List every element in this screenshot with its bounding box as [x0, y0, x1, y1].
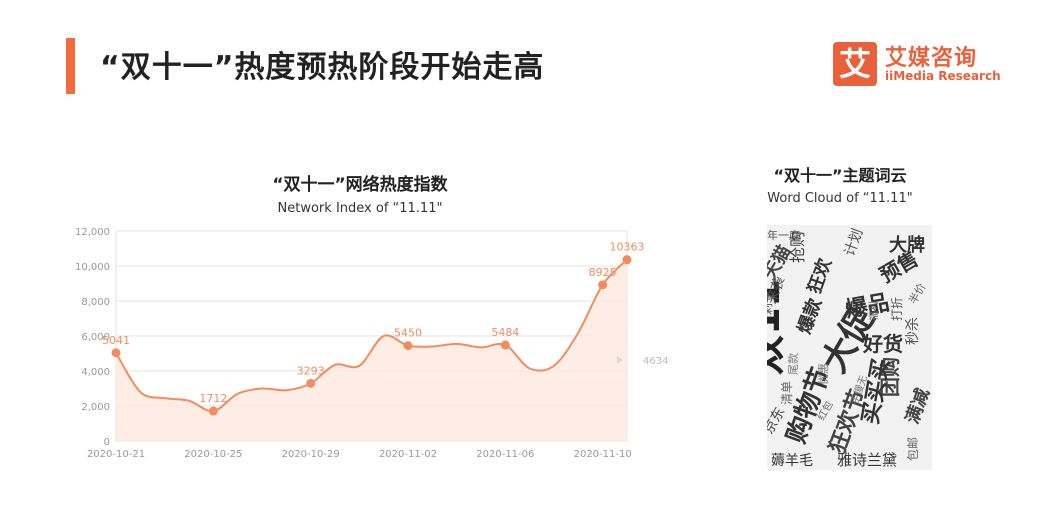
data-point: [306, 378, 316, 388]
network-index-chart: “双十一”网络热度指数 Network Index of “11.11" 0 2,…: [60, 160, 680, 470]
data-label: 1712: [199, 392, 227, 405]
word-cloud-word: 爆款: [793, 294, 826, 336]
x-tick-label: 2020-10-29: [282, 449, 340, 460]
data-point: [111, 348, 121, 358]
word-cloud-word: 福利: [867, 301, 880, 321]
logo-name-cn: 艾媒咨询: [885, 46, 978, 71]
word-cloud-word: 打折: [889, 297, 904, 321]
x-tick-label: 2020-11-02: [379, 449, 437, 460]
x-tick-label: 2020-10-25: [184, 449, 242, 460]
word-cloud-title: “双十一”主题词云: [773, 166, 907, 185]
word-cloud-subtitle: Word Cloud of “11.11": [767, 191, 913, 206]
word-cloud-word: 尾款: [786, 353, 800, 375]
word-cloud-word: 秒杀: [905, 317, 921, 345]
y-tick-label: 4,000: [81, 367, 110, 378]
y-tick-label: 0: [104, 437, 110, 448]
data-label: 8925: [589, 266, 617, 279]
data-point: [622, 255, 632, 265]
chart-subtitle: Network Index of “11.11": [277, 201, 443, 216]
y-tick-label: 12,000: [75, 227, 110, 238]
word-cloud-word: 双11: [767, 279, 789, 375]
logo-name-en: iiMedia Research: [885, 69, 1001, 83]
logo-mark: 艾: [833, 42, 877, 86]
word-cloud-word: 爆品: [844, 291, 892, 323]
x-tick-label: 2020-11-06: [476, 449, 534, 460]
word-cloud-word: 清单: [780, 381, 794, 405]
company-logo: 艾 艾媒咨询 iiMedia Research: [833, 42, 1001, 90]
word-cloud-word: 剁手: [767, 291, 774, 315]
data-point: [208, 406, 218, 416]
y-tick-label: 10,000: [75, 262, 110, 273]
annotation-label: 4634: [643, 356, 668, 367]
data-label: 5041: [102, 334, 130, 347]
data-label: 5484: [491, 326, 519, 339]
annotation-pointer: [617, 355, 623, 364]
x-tick-label: 2020-10-21: [87, 449, 145, 460]
x-tick-label: 2020-11-10: [574, 449, 632, 460]
data-label: 5450: [394, 327, 422, 340]
word-cloud-word: 狂欢: [804, 255, 836, 297]
word-cloud-word: 好货: [862, 332, 903, 356]
word-cloud-word: 半价: [905, 280, 928, 306]
y-tick-label: 2,000: [81, 402, 110, 413]
page-title: “双十一”热度预热阶段开始走高: [100, 50, 545, 85]
area-fill: [116, 259, 627, 441]
data-label: 10363: [610, 241, 645, 254]
data-point: [500, 340, 510, 350]
data-point: [598, 280, 608, 290]
word-cloud-word: 计划: [842, 227, 867, 259]
word-cloud-image: 双11 大促 购物节 狂欢节 爆品 好货 团购 满减 预售 大牌 天猫 狂欢 爆款 买买买 秒杀 年一度 抢购薅…: [767, 225, 932, 470]
series-line: [115, 258, 628, 413]
y-tick-label: 8,000: [81, 297, 110, 308]
word-cloud-word: 包邮: [906, 437, 920, 461]
word-cloud-word: 雅诗兰黛: [837, 451, 897, 469]
chart-plot: 0 2,000 4,000 6,000 8,000 10,000 12,000 5041 171…: [75, 227, 668, 460]
word-cloud-word: 年一度: [767, 228, 800, 242]
y-tick-label: 6,000: [81, 332, 110, 343]
chart-title: “双十一”网络热度指数: [272, 175, 448, 195]
data-point: [403, 341, 413, 351]
word-cloud-word: 团购: [878, 357, 902, 397]
word-cloud-word: 大牌: [889, 234, 925, 256]
word-cloud-word: 优惠: [816, 363, 830, 385]
word-cloud-word: 满减: [901, 385, 932, 426]
word-cloud-word: 抢购: [788, 231, 807, 263]
title-accent-bar: [66, 38, 75, 94]
word-cloud-word: 薅羊毛: [771, 453, 813, 469]
data-label: 3293: [297, 364, 325, 377]
